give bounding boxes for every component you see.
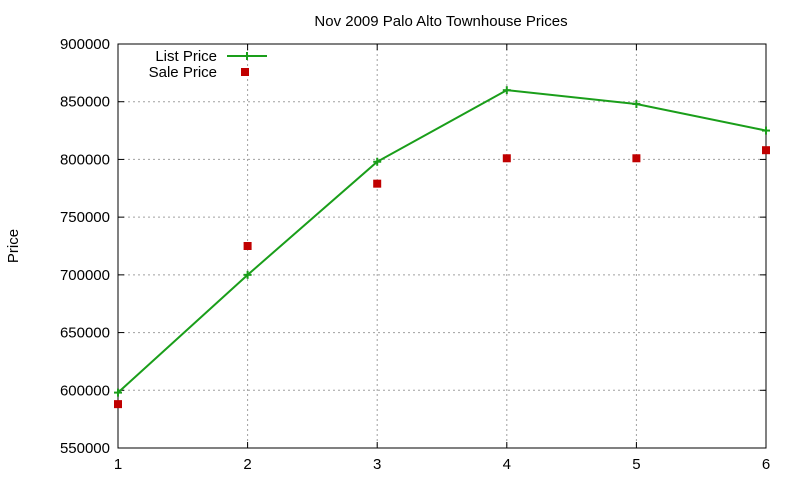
legend: List Price Sale Price xyxy=(149,48,267,81)
y-tick-label: 900000 xyxy=(60,36,110,53)
legend-label-sale-price: Sale Price xyxy=(149,64,217,81)
y-tick-label: 800000 xyxy=(60,151,110,168)
series-layer xyxy=(114,86,770,409)
legend-label-list-price: List Price xyxy=(155,48,217,65)
chart-title: Nov 2009 Palo Alto Townhouse Prices xyxy=(314,13,567,30)
data-point-sale-price xyxy=(632,154,641,163)
y-tick-label: 650000 xyxy=(60,325,110,342)
data-point-sale-price xyxy=(762,146,770,155)
grid xyxy=(118,44,766,448)
data-point-list-price xyxy=(373,157,382,166)
y-tick-label: 600000 xyxy=(60,382,110,399)
data-point-sale-price xyxy=(502,154,511,163)
y-tick-label: 850000 xyxy=(60,94,110,111)
plot-area-border xyxy=(117,43,767,449)
x-tick-label: 6 xyxy=(762,456,770,473)
y-tick-label: 750000 xyxy=(60,209,110,226)
legend-swatch-sale-price xyxy=(241,68,249,76)
data-point-sale-price xyxy=(373,179,382,188)
y-axis-label: Price xyxy=(5,229,22,263)
y-tick-label: 550000 xyxy=(60,440,110,457)
data-point-list-price xyxy=(762,126,770,135)
x-tick-label: 1 xyxy=(114,456,122,473)
data-point-list-price xyxy=(243,270,252,279)
data-point-list-price xyxy=(502,86,511,95)
x-tick-label: 4 xyxy=(503,456,511,473)
series-line-list-price xyxy=(117,89,767,394)
data-point-list-price xyxy=(114,388,122,397)
x-tick-label: 5 xyxy=(632,456,640,473)
data-point-sale-price xyxy=(243,242,252,250)
y-tick-label: 700000 xyxy=(60,267,110,284)
x-tick-label: 3 xyxy=(373,456,381,473)
x-tick-label: 2 xyxy=(243,456,251,473)
data-point-list-price xyxy=(632,100,641,109)
data-point-sale-price xyxy=(114,400,122,409)
